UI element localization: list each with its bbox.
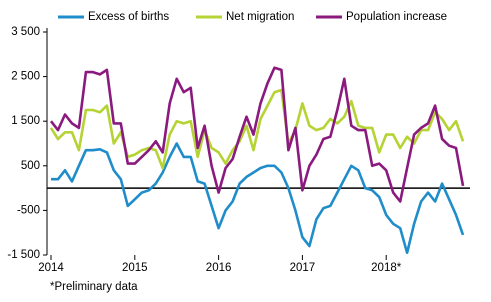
x-tick-label: 2015: [122, 262, 148, 274]
legend-label: Population increase: [346, 11, 447, 23]
x-tick-label: 2014: [38, 262, 64, 274]
y-tick-label: 2 500: [11, 71, 40, 83]
y-tick-label: 1 500: [11, 115, 40, 127]
legend-label: Excess of births: [88, 11, 169, 23]
annotation: *Preliminary data: [50, 281, 138, 293]
y-tick-label: 3 500: [11, 26, 40, 38]
series-line: [51, 142, 465, 255]
y-tick-label: 500: [21, 160, 40, 172]
x-tick-label: 2018*: [371, 262, 402, 274]
series-line: [49, 88, 465, 170]
series-line: [49, 66, 465, 203]
y-tick-label: -1 500: [7, 249, 40, 261]
y-tick-label: -500: [17, 204, 40, 216]
x-tick-label: 2016: [206, 262, 232, 274]
x-tick-label: 2017: [290, 262, 316, 274]
legend-label: Net migration: [226, 11, 294, 23]
